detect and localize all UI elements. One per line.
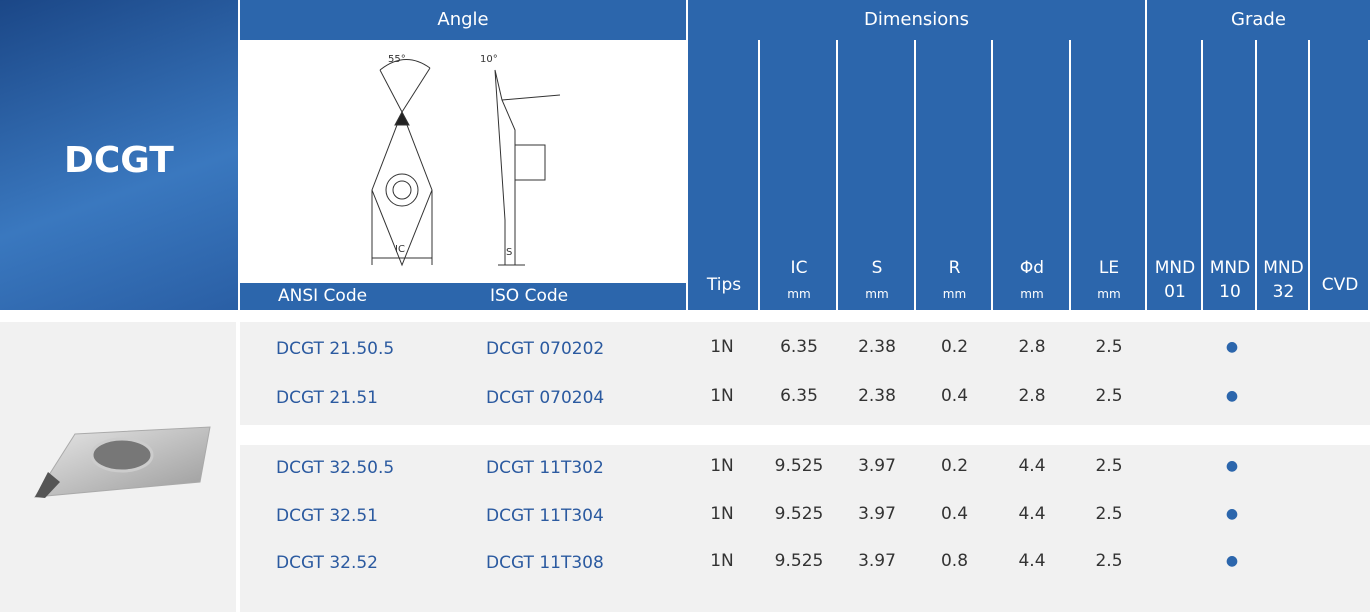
diagram-label: S <box>506 247 512 258</box>
cell-value: 2.5 <box>1095 386 1122 406</box>
diagram-label: IC <box>395 244 405 255</box>
cell-value: 3.97 <box>858 551 896 571</box>
diagram: 55° 10° IC S <box>240 40 686 283</box>
column-label: Φd <box>1020 258 1044 278</box>
cell-value: 2.5 <box>1095 551 1122 571</box>
cell-value: 2.8 <box>1018 337 1045 357</box>
column-header <box>1310 40 1368 310</box>
cell-value: 2.38 <box>858 337 896 357</box>
cell-value: 2.5 <box>1095 337 1122 357</box>
grade-title: Grade <box>1147 9 1370 30</box>
insert-hole-inner <box>393 181 411 199</box>
unit: mm <box>787 287 810 301</box>
grade-mark: ● <box>1226 458 1238 474</box>
iso-code: DCGT 070202 <box>486 339 604 359</box>
cell-value: 6.35 <box>780 386 818 406</box>
cell-value: 3.97 <box>858 504 896 524</box>
cell-value: 1N <box>710 386 734 406</box>
cell-value: 4.4 <box>1018 551 1045 571</box>
dimensions-header: Dimensions <box>688 0 1145 40</box>
angle-title: Angle <box>240 9 686 30</box>
diagram-label: 55° <box>388 54 406 65</box>
ansi-code: DCGT 32.51 <box>276 506 378 526</box>
unit: mm <box>943 287 966 301</box>
code-block: DCGT <box>0 0 238 310</box>
insert-hole <box>386 174 418 206</box>
tip <box>395 112 409 125</box>
cell-value: 2.5 <box>1095 504 1122 524</box>
ansi-label: ANSI Code <box>278 286 367 306</box>
cell-value: 9.525 <box>775 456 824 476</box>
grade-header: Grade <box>1147 0 1370 40</box>
cell-value: 0.4 <box>941 386 968 406</box>
insert-hole <box>92 439 152 471</box>
ansi-code: DCGT 21.50.5 <box>276 339 394 359</box>
code-labels: ANSI Code ISO Code <box>240 283 686 310</box>
angle-arc <box>380 59 430 112</box>
column-label: MND <box>1155 258 1195 278</box>
ansi-code: DCGT 32.52 <box>276 553 378 573</box>
grade-mark: ● <box>1226 388 1238 404</box>
iso-code: DCGT 11T308 <box>486 553 604 573</box>
column-label: R <box>949 258 961 278</box>
cell-value: 6.35 <box>780 337 818 357</box>
cell-value: 4.4 <box>1018 504 1045 524</box>
grade-mark: ● <box>1226 506 1238 522</box>
column-label: CVD <box>1322 275 1359 295</box>
iso-code: DCGT 11T302 <box>486 458 604 478</box>
grade-mark: ● <box>1226 339 1238 355</box>
unit: mm <box>1097 287 1120 301</box>
iso-code: DCGT 070204 <box>486 388 604 408</box>
unit: mm <box>1020 287 1043 301</box>
sub: 32 <box>1273 282 1295 302</box>
column-label: MND <box>1210 258 1250 278</box>
cell-value: 1N <box>710 337 734 357</box>
cell-value: 1N <box>710 456 734 476</box>
column-label: LE <box>1099 258 1119 278</box>
cell-value: 3.97 <box>858 456 896 476</box>
cell-value: 0.2 <box>941 456 968 476</box>
cell-value: 9.525 <box>775 504 824 524</box>
column-label: S <box>872 258 883 278</box>
cell-value: 2.8 <box>1018 386 1045 406</box>
iso-label: ISO Code <box>490 286 568 306</box>
column-label: Tips <box>707 275 741 295</box>
diagram-drawing: 55° 10° IC S <box>240 40 686 283</box>
insert-outline <box>372 112 432 265</box>
cell-value: 0.4 <box>941 504 968 524</box>
series-code: DCGT <box>64 140 174 181</box>
sub: 10 <box>1219 282 1241 302</box>
cell-value: 1N <box>710 504 734 524</box>
dimensions-title: Dimensions <box>688 9 1145 30</box>
ansi-code: DCGT 32.50.5 <box>276 458 394 478</box>
column-header <box>688 40 758 310</box>
cell-value: 2.5 <box>1095 456 1122 476</box>
cell-value: 0.2 <box>941 337 968 357</box>
cell-value: 4.4 <box>1018 456 1045 476</box>
cell-value: 1N <box>710 551 734 571</box>
iso-code: DCGT 11T304 <box>486 506 604 526</box>
unit: mm <box>865 287 888 301</box>
sub: 01 <box>1164 282 1186 302</box>
page: DCGT Angle 55° 10° IC S ANSI Code ISO Co… <box>0 0 1370 612</box>
product-drawing <box>0 322 236 612</box>
diagram-label: 10° <box>480 54 498 65</box>
cell-value: 9.525 <box>775 551 824 571</box>
column-label: IC <box>791 258 808 278</box>
angle-header: Angle <box>240 0 686 40</box>
cell-value: 0.8 <box>941 551 968 571</box>
product-image <box>0 322 236 612</box>
column-label: MND <box>1263 258 1303 278</box>
cell-value: 2.38 <box>858 386 896 406</box>
ansi-code: DCGT 21.51 <box>276 388 378 408</box>
side-details <box>502 95 560 180</box>
grade-mark: ● <box>1226 553 1238 569</box>
